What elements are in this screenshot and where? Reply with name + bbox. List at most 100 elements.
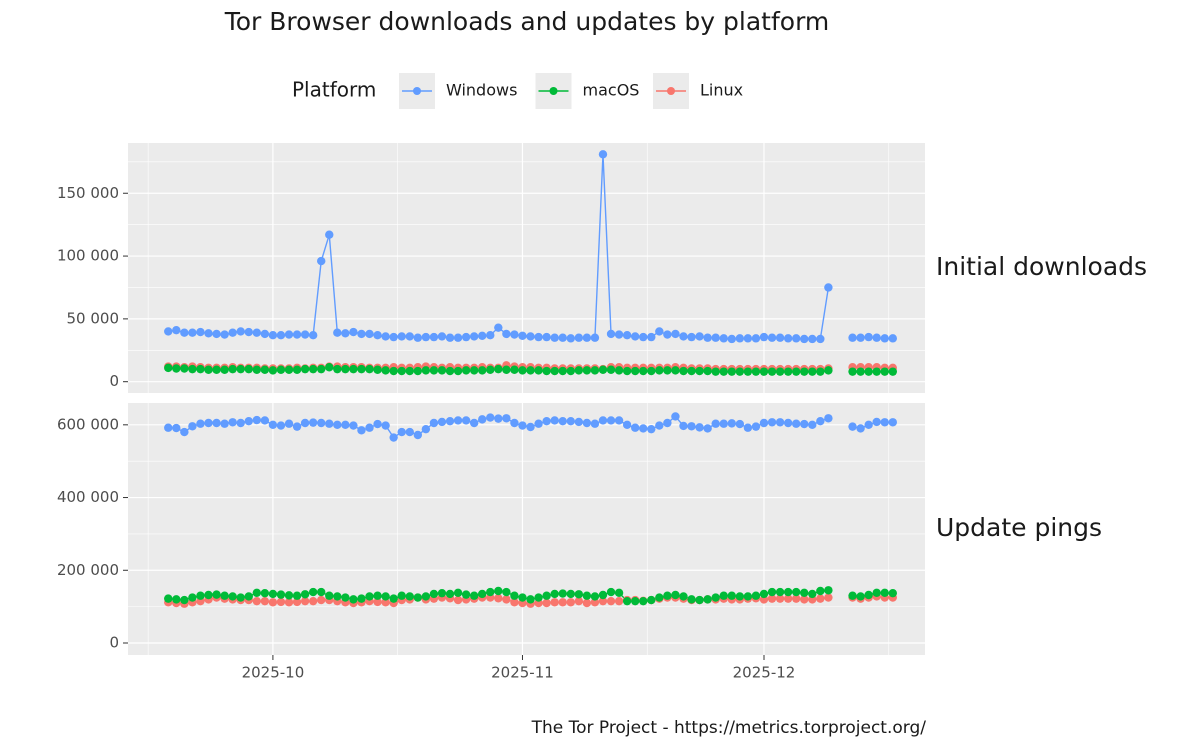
data-point xyxy=(164,423,173,432)
data-point xyxy=(236,327,245,336)
data-point xyxy=(365,423,374,432)
data-point xyxy=(856,333,865,342)
data-point xyxy=(300,590,310,599)
data-point xyxy=(220,591,229,600)
data-point xyxy=(478,366,487,375)
data-point xyxy=(614,596,624,606)
data-point xyxy=(751,367,761,376)
data-point xyxy=(494,323,503,332)
data-point xyxy=(550,598,559,607)
data-point xyxy=(888,334,897,343)
data-point xyxy=(808,420,817,430)
data-point xyxy=(639,332,648,342)
data-point xyxy=(719,334,728,343)
data-point xyxy=(292,422,302,431)
data-point xyxy=(630,332,640,341)
data-point xyxy=(751,591,761,600)
data-point xyxy=(308,418,318,427)
data-point xyxy=(445,366,455,376)
data-point xyxy=(824,414,833,423)
y-tick-label: 600 000 xyxy=(57,415,119,433)
data-point xyxy=(397,427,406,437)
data-point xyxy=(478,331,487,341)
data-point xyxy=(759,332,769,342)
data-point xyxy=(252,415,262,425)
data-point xyxy=(783,587,793,597)
data-point xyxy=(284,330,294,339)
data-point xyxy=(614,416,624,425)
data-point xyxy=(655,327,664,336)
data-point xyxy=(164,594,173,603)
data-point xyxy=(461,590,471,599)
data-point xyxy=(614,366,624,375)
data-point xyxy=(767,367,777,376)
data-point xyxy=(566,366,575,376)
data-point xyxy=(711,593,720,602)
data-point xyxy=(856,367,865,376)
data-point xyxy=(180,427,189,437)
data-point xyxy=(647,595,656,605)
legend-key-point xyxy=(413,87,421,95)
data-point xyxy=(300,418,310,428)
data-point xyxy=(317,595,326,605)
data-point xyxy=(461,366,471,375)
data-point xyxy=(727,367,736,376)
data-point xyxy=(373,365,382,374)
data-point xyxy=(647,424,656,434)
data-point xyxy=(671,366,680,375)
data-point xyxy=(349,327,358,337)
data-point xyxy=(824,586,833,595)
data-point xyxy=(606,416,616,425)
data-point xyxy=(566,589,575,599)
legend-key-point xyxy=(667,87,675,95)
data-point xyxy=(582,591,592,600)
data-point xyxy=(647,332,656,342)
data-point xyxy=(276,331,286,340)
data-point xyxy=(317,256,326,266)
data-point xyxy=(461,416,471,425)
data-point xyxy=(687,366,696,376)
data-point xyxy=(502,365,511,374)
data-point xyxy=(671,590,680,600)
data-point xyxy=(566,416,575,426)
data-point xyxy=(647,366,656,376)
data-point xyxy=(735,592,745,601)
data-point xyxy=(598,596,608,606)
data-point xyxy=(582,418,592,428)
data-point xyxy=(413,333,423,342)
data-point xyxy=(453,416,463,425)
data-point xyxy=(244,327,253,337)
data-point xyxy=(574,366,584,375)
data-point xyxy=(622,420,632,430)
data-point xyxy=(486,587,495,597)
data-point xyxy=(284,591,294,600)
data-point xyxy=(703,366,712,376)
data-point xyxy=(864,590,873,600)
data-point xyxy=(510,418,519,428)
data-point xyxy=(791,334,801,343)
data-point xyxy=(349,364,358,374)
data-point xyxy=(453,366,463,376)
data-point xyxy=(558,366,567,376)
x-tick-label: 2025-11 xyxy=(491,664,554,682)
data-point xyxy=(743,367,753,376)
data-point xyxy=(252,588,262,598)
data-point xyxy=(558,333,567,342)
data-point xyxy=(703,333,712,342)
data-point xyxy=(663,418,672,428)
data-point xyxy=(276,365,286,374)
data-point xyxy=(220,330,229,339)
data-point xyxy=(453,595,463,605)
data-point xyxy=(614,330,624,339)
data-point xyxy=(800,367,809,376)
data-point xyxy=(397,332,406,341)
data-point xyxy=(598,365,608,374)
data-point xyxy=(268,589,278,599)
data-point xyxy=(687,595,696,604)
data-point xyxy=(703,595,712,604)
y-tick-label: 200 000 xyxy=(57,561,119,579)
data-point xyxy=(679,332,688,341)
data-point xyxy=(630,366,640,376)
data-point xyxy=(228,364,237,374)
data-point xyxy=(341,329,350,338)
